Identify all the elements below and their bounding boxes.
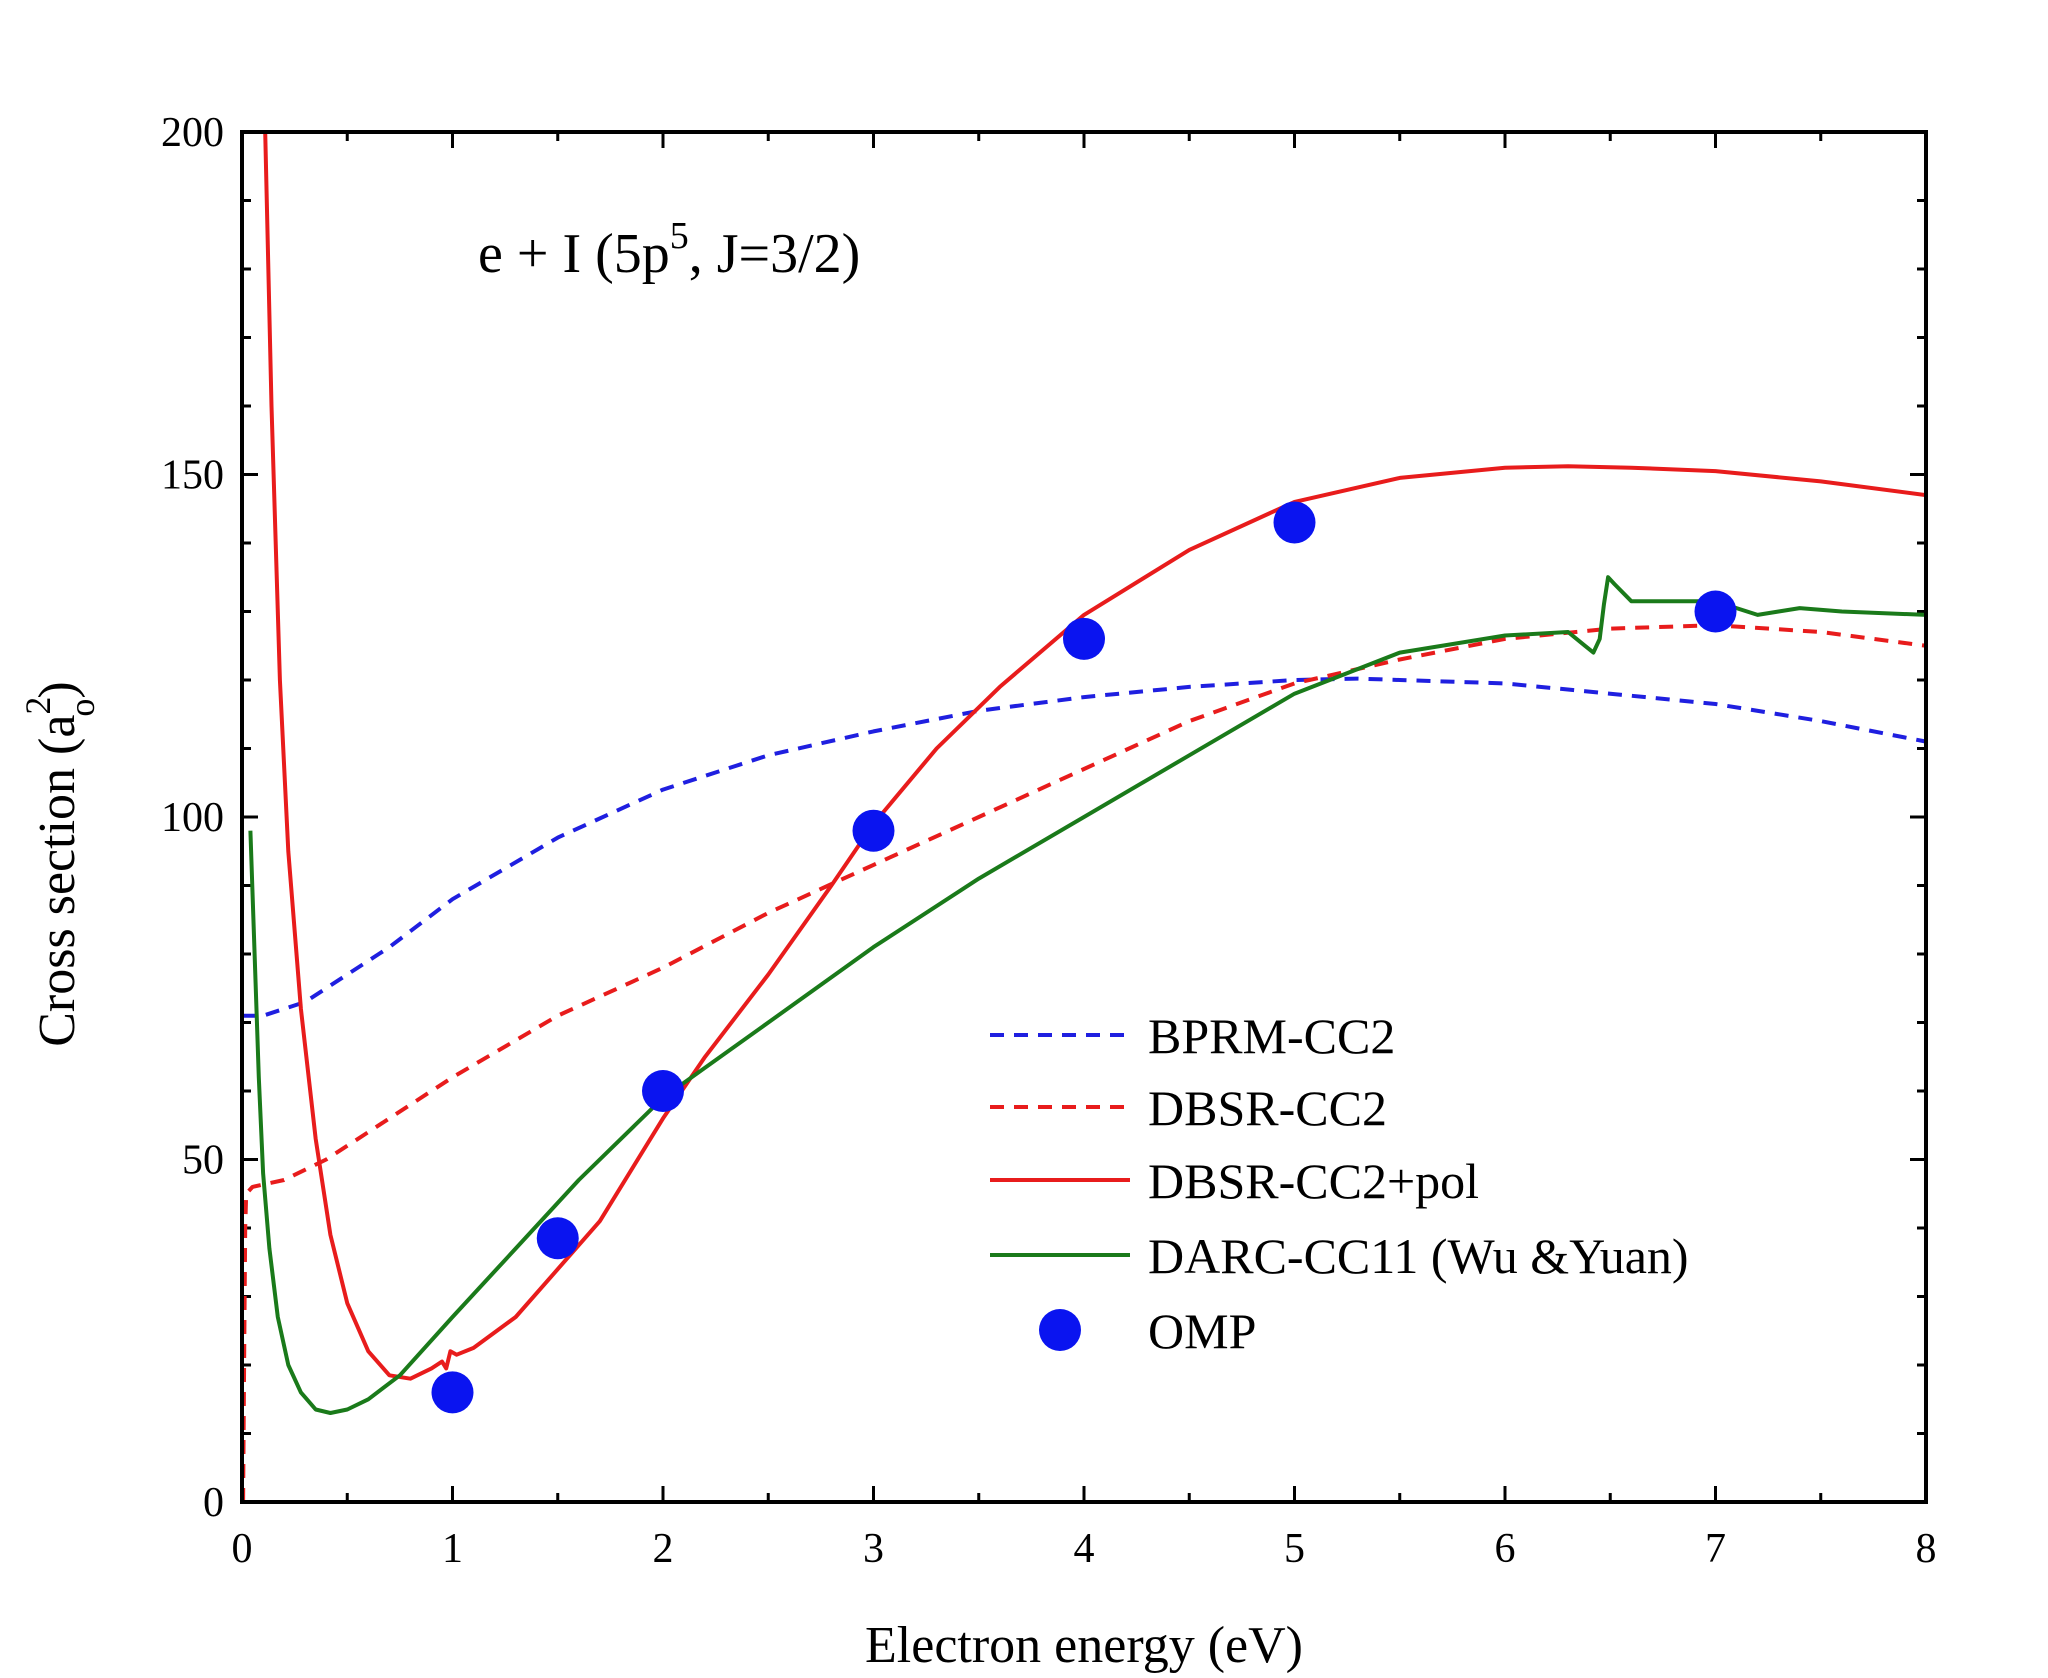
omp-point bbox=[1694, 590, 1737, 633]
series-line-dbsr-cc2-pol bbox=[263, 132, 1926, 1381]
legend-item-omp: OMP bbox=[1039, 1303, 1256, 1359]
legend-label-darc-cc11: DARC-CC11 (Wu &Yuan) bbox=[1148, 1228, 1689, 1284]
series-line-dbsr-cc2 bbox=[242, 623, 1926, 1502]
legend-item-bprm-cc2: BPRM-CC2 bbox=[990, 1008, 1395, 1064]
x-tick-label: 5 bbox=[1284, 1526, 1305, 1572]
omp-markers bbox=[431, 501, 1737, 1414]
y-tick-labels: 0 50 100 150 200 bbox=[161, 110, 224, 1526]
legend-label-dbsr-cc2: DBSR-CC2 bbox=[1148, 1080, 1387, 1136]
x-tick-label: 0 bbox=[232, 1526, 253, 1572]
legend-item-dbsr-cc2: DBSR-CC2 bbox=[990, 1080, 1387, 1136]
x-tick-label: 7 bbox=[1705, 1526, 1726, 1572]
legend-item-darc-cc11: DARC-CC11 (Wu &Yuan) bbox=[990, 1228, 1689, 1284]
plot-frame bbox=[240, 130, 1928, 1504]
legend-label-omp: OMP bbox=[1148, 1303, 1256, 1359]
series-layer bbox=[242, 132, 1926, 1502]
y-tick-label: 0 bbox=[203, 1480, 224, 1526]
legend: BPRM-CC2 DBSR-CC2 DBSR-CC2+pol DARC-CC11… bbox=[990, 1008, 1689, 1359]
x-tick-label: 4 bbox=[1074, 1526, 1095, 1572]
omp-point bbox=[536, 1217, 579, 1260]
x-tick-label: 6 bbox=[1495, 1526, 1516, 1572]
legend-item-dbsr-cc2-pol: DBSR-CC2+pol bbox=[990, 1153, 1479, 1209]
y-tick-label: 50 bbox=[182, 1138, 224, 1184]
x-tick-label: 1 bbox=[442, 1526, 463, 1572]
series-line-darc-cc11-wu-yuan bbox=[248, 575, 1926, 1415]
legend-label-dbsr-cc2-pol: DBSR-CC2+pol bbox=[1148, 1153, 1479, 1209]
omp-point bbox=[852, 809, 895, 852]
series-line-bprm-cc2 bbox=[242, 676, 1926, 1018]
omp-point bbox=[642, 1070, 684, 1112]
omp-point bbox=[1063, 617, 1105, 660]
y-tick-label: 100 bbox=[161, 795, 224, 841]
chart-title: e + I (5p5, J=3/2) bbox=[478, 215, 860, 285]
legend-label-bprm-cc2: BPRM-CC2 bbox=[1148, 1008, 1395, 1064]
x-axis-label: Electron energy (eV) bbox=[865, 1617, 1303, 1674]
x-tick-label: 2 bbox=[653, 1526, 674, 1572]
x-tick-labels: 0 1 2 3 4 5 6 7 8 bbox=[232, 1526, 1937, 1572]
y-tick-label: 200 bbox=[161, 110, 224, 156]
x-tick-label: 3 bbox=[863, 1526, 884, 1572]
svg-text:Cross section (a2o): Cross section (a2 o) bbox=[18, 681, 102, 1047]
x-tick-label: 8 bbox=[1916, 1526, 1937, 1572]
legend-marker-omp bbox=[1039, 1309, 1081, 1351]
y-axis-label: Cross section (a2 o) bbox=[18, 681, 102, 1047]
y-tick-label: 150 bbox=[161, 453, 224, 499]
omp-point bbox=[1273, 501, 1316, 544]
omp-point bbox=[431, 1371, 474, 1414]
